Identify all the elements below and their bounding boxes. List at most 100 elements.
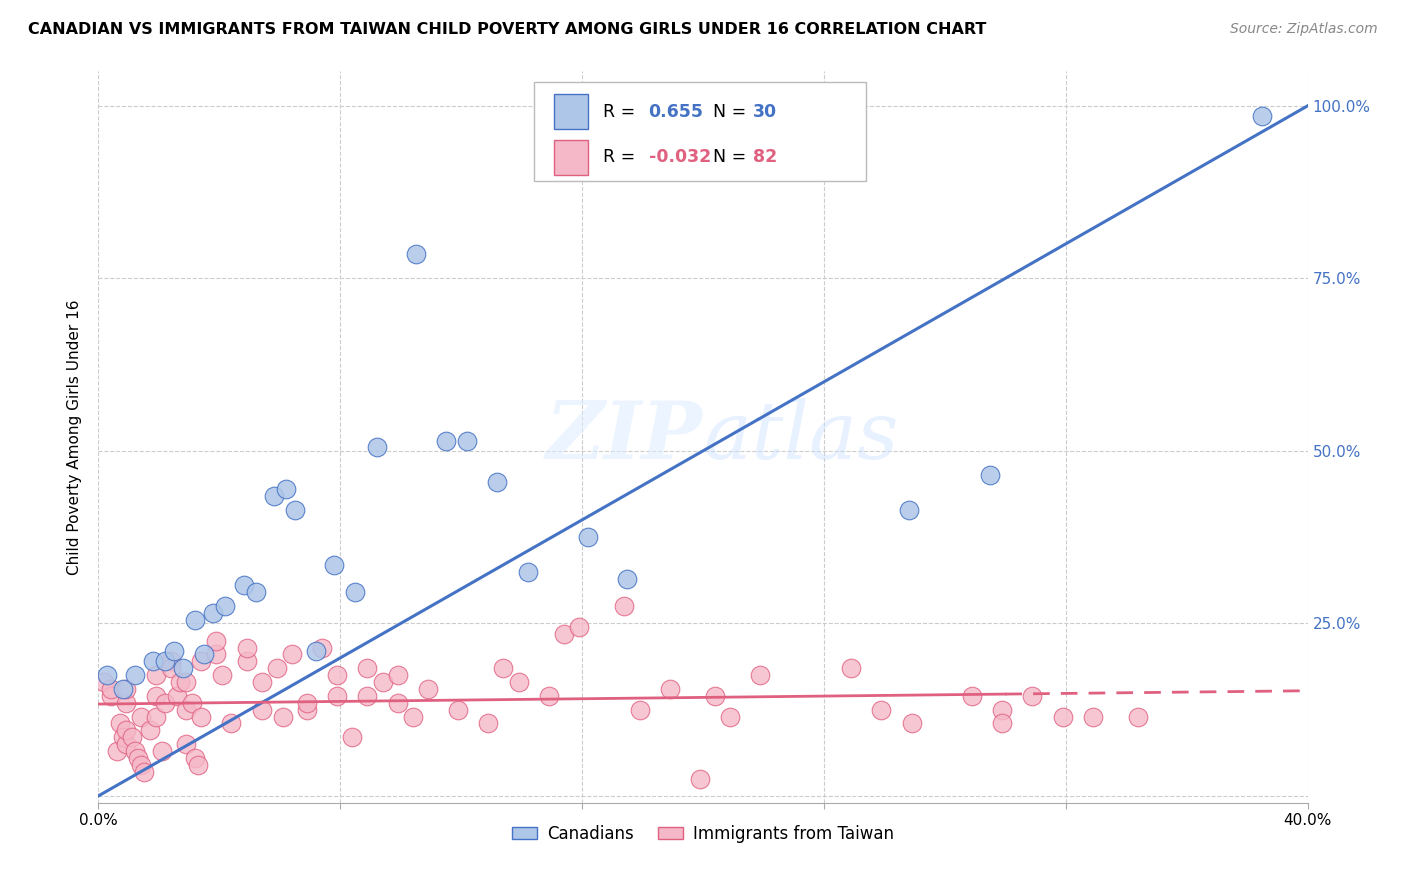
Text: N =: N = — [702, 103, 752, 120]
Point — [150, 744, 173, 758]
Point — [387, 696, 409, 710]
Point — [323, 558, 346, 572]
FancyBboxPatch shape — [554, 94, 588, 129]
Point — [342, 731, 364, 745]
Legend: Canadians, Immigrants from Taiwan: Canadians, Immigrants from Taiwan — [505, 818, 901, 849]
Point — [371, 675, 394, 690]
Point — [486, 475, 509, 489]
Point — [749, 668, 772, 682]
Point — [416, 681, 439, 696]
Point — [153, 654, 176, 668]
Point — [93, 675, 115, 690]
Point — [537, 689, 560, 703]
Point — [114, 696, 136, 710]
Point — [900, 716, 922, 731]
Point — [553, 626, 575, 640]
Point — [190, 654, 212, 668]
Point — [271, 709, 294, 723]
Point — [139, 723, 162, 738]
Point — [295, 703, 318, 717]
Point — [184, 613, 207, 627]
Point — [232, 578, 254, 592]
Point — [979, 468, 1001, 483]
Point — [477, 716, 499, 731]
Point — [145, 709, 167, 723]
Point — [160, 654, 183, 668]
Point — [311, 640, 333, 655]
Point — [613, 599, 636, 614]
Point — [124, 744, 146, 758]
Point — [447, 703, 470, 717]
Point — [344, 585, 367, 599]
Point — [991, 703, 1014, 717]
Point — [184, 751, 207, 765]
Point — [187, 757, 209, 772]
Point — [145, 689, 167, 703]
Point — [132, 764, 155, 779]
Point — [266, 661, 288, 675]
Point — [142, 654, 165, 668]
Point — [145, 668, 167, 682]
Point — [295, 696, 318, 710]
FancyBboxPatch shape — [554, 140, 588, 175]
Point — [1081, 709, 1104, 723]
Text: atlas: atlas — [703, 399, 898, 475]
Point — [508, 675, 530, 690]
Point — [221, 716, 243, 731]
Point — [616, 572, 638, 586]
Point — [492, 661, 515, 675]
Point — [568, 620, 591, 634]
Point — [111, 681, 134, 696]
Point — [211, 668, 233, 682]
Point — [897, 502, 920, 516]
Point — [250, 675, 273, 690]
Point — [100, 681, 122, 696]
Point — [174, 675, 197, 690]
Point — [1052, 709, 1074, 723]
Point — [96, 668, 118, 682]
Point — [114, 723, 136, 738]
Point — [127, 751, 149, 765]
Point — [100, 689, 122, 703]
Point — [991, 716, 1014, 731]
Point — [366, 441, 388, 455]
Point — [124, 668, 146, 682]
Point — [190, 709, 212, 723]
Point — [576, 530, 599, 544]
Point — [960, 689, 983, 703]
Point — [326, 689, 349, 703]
Text: ZIP: ZIP — [546, 399, 703, 475]
Point — [718, 709, 741, 723]
Point — [153, 696, 176, 710]
Point — [114, 737, 136, 751]
Point — [839, 661, 862, 675]
Point — [163, 644, 186, 658]
Point — [129, 757, 152, 772]
Text: 82: 82 — [752, 148, 778, 166]
Point — [356, 689, 378, 703]
Point — [1021, 689, 1043, 703]
Point — [326, 668, 349, 682]
Point — [1128, 709, 1150, 723]
Point — [516, 565, 538, 579]
Text: 0.655: 0.655 — [648, 103, 703, 120]
Point — [628, 703, 651, 717]
Point — [172, 661, 194, 675]
Point — [235, 654, 257, 668]
Point — [105, 744, 128, 758]
Point — [205, 648, 228, 662]
Point — [160, 661, 183, 675]
Point — [356, 661, 378, 675]
Text: N =: N = — [702, 148, 752, 166]
Point — [870, 703, 893, 717]
Text: CANADIAN VS IMMIGRANTS FROM TAIWAN CHILD POVERTY AMONG GIRLS UNDER 16 CORRELATIO: CANADIAN VS IMMIGRANTS FROM TAIWAN CHILD… — [28, 22, 987, 37]
Point — [202, 606, 225, 620]
Point — [205, 633, 228, 648]
Point — [174, 737, 197, 751]
Point — [174, 703, 197, 717]
Y-axis label: Child Poverty Among Girls Under 16: Child Poverty Among Girls Under 16 — [67, 300, 83, 574]
Point — [305, 644, 328, 658]
Point — [108, 716, 131, 731]
FancyBboxPatch shape — [534, 82, 866, 181]
Point — [387, 668, 409, 682]
